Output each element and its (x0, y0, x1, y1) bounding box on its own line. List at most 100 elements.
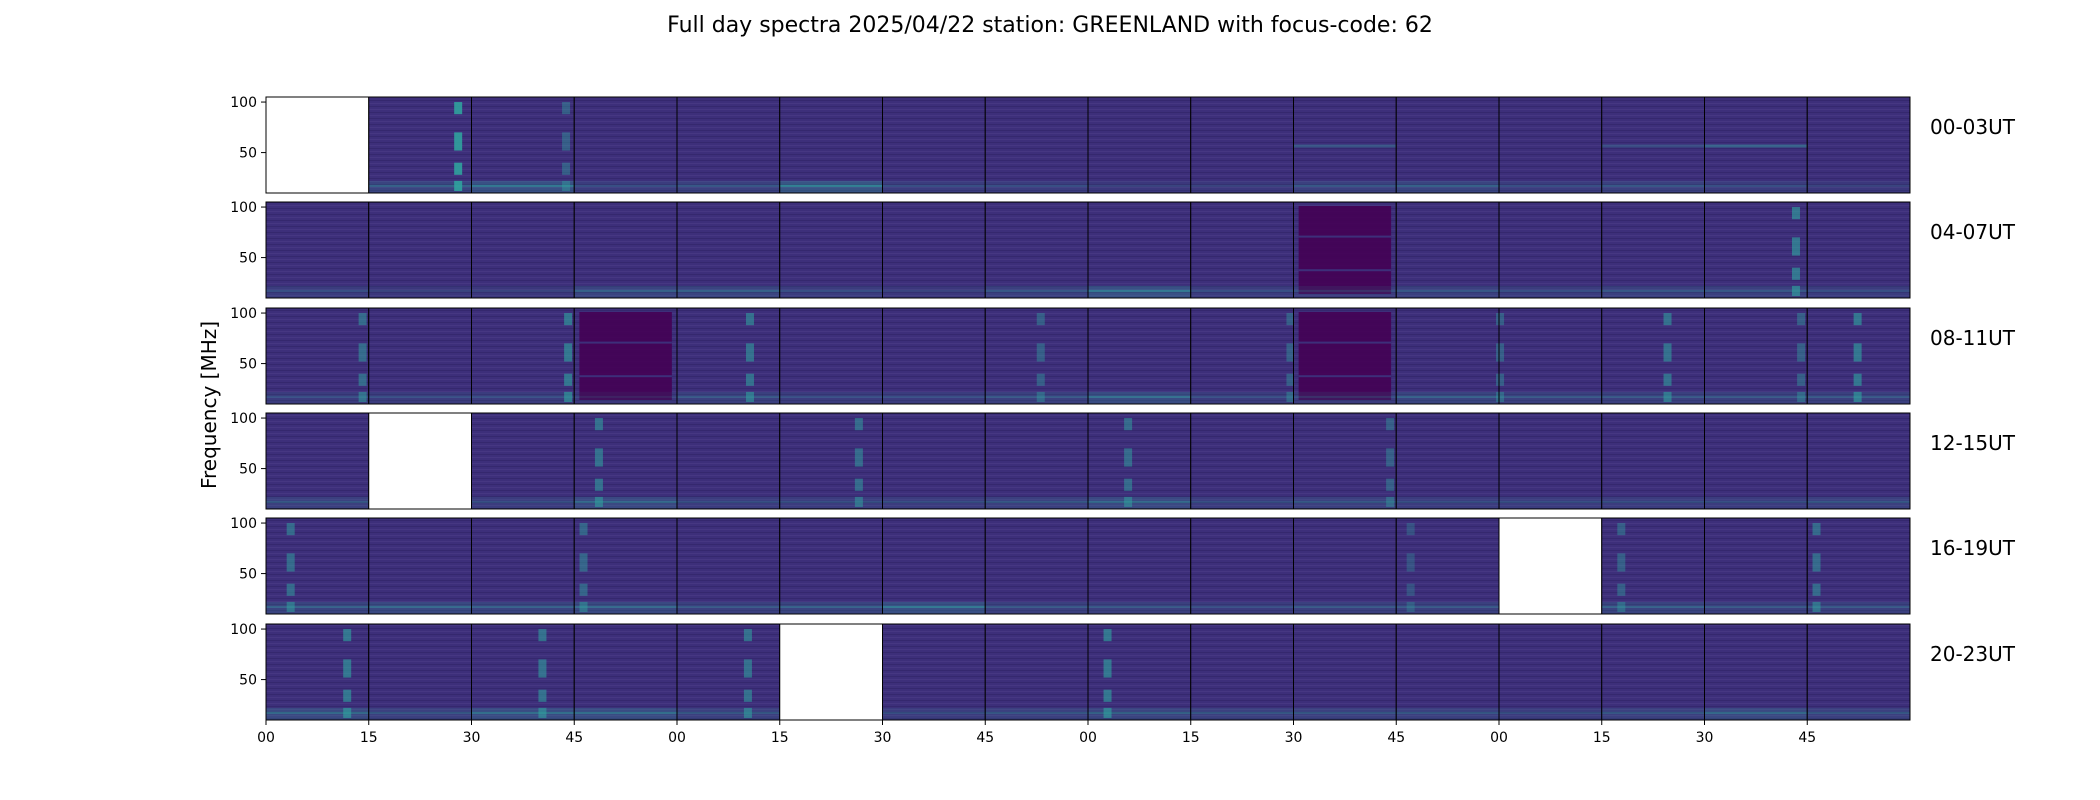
low-band (1293, 180, 1397, 193)
panel-frame (1806, 517, 1911, 615)
low-band (1396, 496, 1499, 509)
burst-segment (562, 162, 571, 175)
low-band-line (471, 711, 575, 714)
low-band-line (882, 711, 986, 714)
panel-background (985, 518, 1088, 614)
dark-block (1298, 206, 1392, 294)
burst-segment (1663, 343, 1672, 362)
row-label: 16-19UT (1930, 536, 2016, 560)
x-tick-label: 15 (771, 730, 789, 746)
burst-segment (1124, 496, 1133, 507)
panel-background (1293, 413, 1397, 509)
panel-background (266, 308, 369, 404)
burst-segment (745, 373, 754, 386)
burst-segment (1663, 313, 1672, 326)
low-band (1704, 180, 1808, 193)
low-band-line (677, 500, 780, 503)
spectrum-panel (573, 307, 678, 405)
low-band (574, 285, 677, 298)
x-tick-label: 00 (257, 730, 275, 746)
burst-segment (1406, 583, 1415, 596)
low-band-line (1293, 395, 1397, 398)
y-tick-label: 50 (239, 251, 257, 267)
burst-segment (564, 373, 573, 386)
panel-background (677, 413, 780, 509)
spectra-row (265, 623, 1911, 721)
low-band (1396, 285, 1499, 298)
low-band-line (1807, 711, 1910, 714)
burst-segment (1103, 659, 1112, 678)
spectrum-panel (368, 96, 472, 194)
panel-background (1704, 518, 1808, 614)
burst-segment (286, 601, 295, 612)
panel-background (1807, 624, 1910, 720)
low-band-line (471, 395, 575, 398)
low-band (471, 391, 575, 404)
low-band (1704, 285, 1808, 298)
spectrum-panel (882, 412, 986, 510)
row-label: 12-15UT (1930, 431, 2016, 455)
low-band (1499, 707, 1602, 720)
burst-segment (358, 373, 367, 386)
panel-background (1499, 202, 1602, 298)
burst-segment (562, 180, 571, 191)
spectrum-panel (471, 517, 575, 615)
panel-background (1190, 413, 1294, 509)
low-band-line (779, 500, 883, 503)
low-band-line (1190, 289, 1294, 292)
low-band-line (1499, 289, 1602, 292)
panel-background (882, 518, 986, 614)
low-band (471, 707, 575, 720)
y-tick-label: 100 (230, 200, 257, 216)
burst-segment (1406, 523, 1415, 536)
panel-background (1190, 624, 1294, 720)
low-band-line (266, 500, 369, 503)
panel-background (1601, 308, 1705, 404)
low-band-line (1293, 289, 1397, 292)
low-band (1190, 707, 1294, 720)
x-tick-label: 45 (1387, 730, 1405, 746)
panel-background (1601, 202, 1705, 298)
low-band (882, 707, 986, 720)
spectrum-panel (882, 517, 986, 615)
burst-segment (1797, 373, 1806, 386)
low-band (882, 601, 986, 614)
y-tick-label: 50 (239, 357, 257, 373)
dark-block-line (1298, 375, 1392, 378)
low-band (985, 180, 1088, 193)
low-band (266, 601, 369, 614)
spectrum-panel (368, 517, 472, 615)
low-band (1499, 285, 1602, 298)
spectra-row (265, 96, 1911, 194)
low-band (1601, 391, 1705, 404)
y-axis-label: Frequency [MHz] (197, 321, 221, 489)
panel-background (574, 624, 677, 720)
low-band-line (1190, 500, 1294, 503)
low-band (471, 180, 575, 193)
panel-background (1499, 624, 1602, 720)
spectrum-panel (779, 517, 883, 615)
spectrum-panel (368, 307, 472, 405)
burst-segment (1853, 373, 1862, 386)
burst-segment (1617, 583, 1626, 596)
burst-segment (1406, 601, 1415, 612)
panel-background (574, 202, 677, 298)
burst-segment (286, 583, 295, 596)
panel-background (677, 308, 780, 404)
spectrum-panel (676, 96, 781, 194)
panel-background (1190, 97, 1294, 193)
burst-segment (1286, 313, 1295, 326)
spectrum-panel (1395, 96, 1500, 194)
panel-background (1601, 97, 1705, 193)
low-band (779, 496, 883, 509)
low-band-line (266, 289, 369, 292)
low-band (471, 496, 575, 509)
burst-segment (538, 629, 547, 642)
low-band-line (985, 395, 1088, 398)
spectrum-panel (1704, 96, 1808, 194)
burst-segment (745, 343, 754, 362)
burst-segment (1496, 373, 1505, 386)
low-band (1704, 391, 1808, 404)
panel-background (266, 413, 369, 509)
